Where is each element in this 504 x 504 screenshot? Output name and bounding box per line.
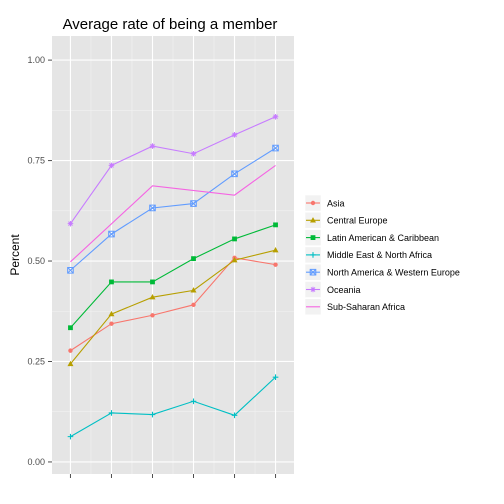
series-line bbox=[70, 376, 276, 438]
data-point bbox=[67, 433, 74, 440]
legend-label: Sub-Saharan Africa bbox=[327, 302, 405, 312]
data-point bbox=[190, 200, 197, 207]
legend-entry: Latin American & Caribbean bbox=[304, 229, 439, 246]
data-point bbox=[109, 321, 114, 326]
series-1 bbox=[67, 246, 279, 367]
legend-label: Central Europe bbox=[327, 216, 388, 226]
data-point bbox=[231, 412, 238, 419]
legend-label: North America & Western Europe bbox=[327, 268, 460, 278]
data-point bbox=[109, 279, 114, 285]
legend-key-marker bbox=[310, 252, 316, 258]
series-2 bbox=[68, 222, 278, 331]
legend-key-marker bbox=[310, 217, 316, 223]
legend-label: Middle East & North Africa bbox=[327, 250, 432, 260]
legend-key-marker bbox=[310, 286, 316, 293]
data-point bbox=[150, 279, 155, 285]
series-6 bbox=[70, 164, 276, 263]
legend-key-marker bbox=[310, 235, 316, 240]
data-point bbox=[108, 310, 115, 317]
series-4 bbox=[67, 144, 279, 274]
legend-key-marker bbox=[310, 200, 316, 206]
legend-entry: Asia bbox=[304, 194, 345, 212]
y-tick-label: 0.25 bbox=[27, 356, 45, 366]
chart-title: Average rate of being a member bbox=[63, 16, 278, 33]
data-point bbox=[272, 374, 279, 380]
data-point bbox=[108, 230, 115, 238]
data-point bbox=[272, 144, 279, 152]
data-point bbox=[190, 398, 197, 405]
legend-label: Asia bbox=[327, 198, 345, 208]
series-line bbox=[70, 249, 276, 365]
y-tick-label: 0.00 bbox=[27, 457, 45, 467]
legend-entry: Oceania bbox=[304, 281, 361, 298]
data-point bbox=[68, 325, 73, 331]
axes: 0.00 0.25 0.50 0.75 1.00 bbox=[27, 55, 277, 478]
y-tick-label: 0.50 bbox=[27, 256, 45, 266]
data-point bbox=[190, 287, 197, 293]
data-point bbox=[231, 170, 238, 178]
data-point bbox=[149, 204, 156, 212]
data-point bbox=[272, 113, 279, 120]
data-point bbox=[231, 132, 238, 138]
data-point bbox=[67, 360, 74, 367]
legend: Asia Central Europe Latin American & Carib… bbox=[304, 194, 460, 316]
y-axis-title: Percent bbox=[8, 234, 22, 276]
data-point bbox=[273, 222, 278, 228]
series-line bbox=[70, 164, 276, 263]
data-point bbox=[232, 236, 237, 242]
legend-entry: Central Europe bbox=[304, 212, 388, 229]
data-point bbox=[272, 246, 279, 253]
data-point bbox=[149, 143, 156, 149]
legend-label: Latin American & Caribbean bbox=[327, 233, 439, 243]
data-point bbox=[149, 293, 156, 300]
series-line bbox=[70, 224, 276, 329]
data-point bbox=[68, 348, 73, 353]
grid bbox=[52, 36, 294, 474]
data-point bbox=[67, 266, 74, 274]
data-point bbox=[231, 257, 238, 263]
data-point bbox=[190, 150, 197, 157]
y-tick-label: 1.00 bbox=[27, 55, 45, 65]
legend-key-marker bbox=[309, 268, 317, 276]
legend-entry: Sub-Saharan Africa bbox=[304, 298, 405, 316]
legend-label: Oceania bbox=[327, 285, 361, 295]
data-point bbox=[108, 162, 115, 169]
series-line bbox=[70, 116, 276, 224]
series-3 bbox=[67, 374, 279, 440]
data-point bbox=[108, 410, 115, 416]
data-point bbox=[191, 302, 196, 308]
series-line bbox=[70, 147, 276, 271]
legend-entry: North America & Western Europe bbox=[304, 263, 460, 281]
data-point bbox=[191, 256, 196, 262]
y-tick-label: 0.75 bbox=[27, 156, 45, 166]
data-point bbox=[149, 411, 156, 418]
series-layer bbox=[67, 113, 279, 440]
data-point bbox=[150, 313, 155, 318]
data-point bbox=[67, 220, 74, 227]
series-5 bbox=[67, 113, 279, 227]
data-point bbox=[273, 262, 278, 267]
legend-entry: Middle East & North Africa bbox=[304, 246, 432, 264]
